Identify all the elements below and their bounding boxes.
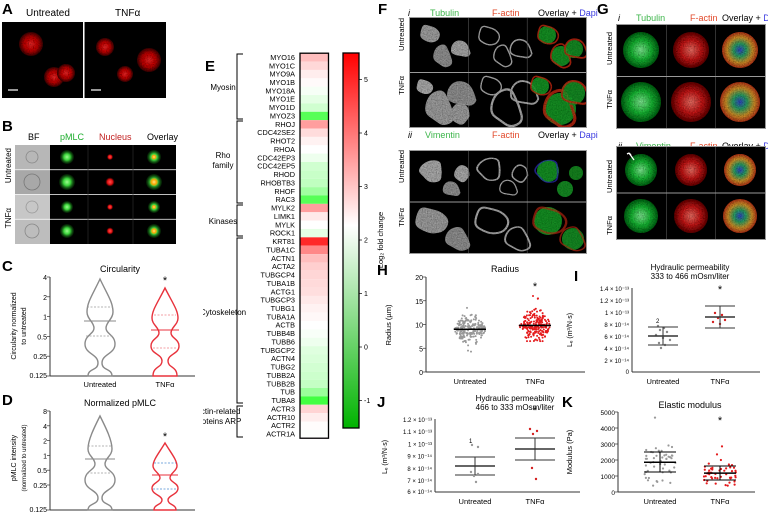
svg-text:0: 0 [626, 370, 630, 376]
svg-text:TNFα: TNFα [526, 377, 546, 386]
svg-text:TNFα: TNFα [156, 380, 176, 389]
svg-text:Circularity: Circularity [100, 264, 141, 274]
svg-text:2: 2 [43, 295, 47, 302]
svg-text:9 × 10⁻¹⁴: 9 × 10⁻¹⁴ [407, 454, 432, 461]
svg-text:5: 5 [364, 77, 368, 84]
svg-text:2: 2 [364, 238, 368, 245]
svg-text:Modulus (Pa): Modulus (Pa) [565, 429, 574, 474]
svg-text:Hydraulic permeability: Hydraulic permeability [651, 263, 730, 272]
svg-text:(normalized to untreated): (normalized to untreated) [22, 424, 28, 491]
svg-text:1: 1 [43, 453, 47, 460]
svg-text:Radius (µm): Radius (µm) [384, 304, 393, 345]
svg-text:6 × 10⁻¹⁴: 6 × 10⁻¹⁴ [604, 334, 629, 341]
svg-text:0.125: 0.125 [29, 373, 47, 380]
svg-text:20: 20 [415, 275, 423, 282]
svg-text:1: 1 [43, 315, 47, 322]
svg-text:Untreated: Untreated [644, 497, 677, 506]
svg-text:-1: -1 [364, 398, 370, 405]
svg-text:1: 1 [364, 291, 368, 298]
svg-text:family: family [213, 161, 234, 170]
svg-text:Circularity normalized: Circularity normalized [11, 292, 18, 359]
svg-text:0.5: 0.5 [37, 334, 47, 341]
svg-text:TNFα: TNFα [711, 377, 731, 386]
svg-text:333 to 466 mOsm/liter: 333 to 466 mOsm/liter [651, 272, 730, 281]
svg-text:1.2 × 10⁻¹³: 1.2 × 10⁻¹³ [600, 299, 629, 305]
svg-text:ACTR1A: ACTR1A [266, 430, 295, 439]
svg-text:*: * [718, 284, 723, 296]
svg-text:2: 2 [43, 439, 47, 446]
svg-text:pMLC intensity: pMLC intensity [11, 434, 18, 481]
svg-text:1.1 × 10⁻¹³: 1.1 × 10⁻¹³ [403, 430, 432, 436]
svg-text:15: 15 [415, 299, 423, 306]
svg-text:Actin-related: Actin-related [203, 407, 240, 416]
svg-text:TNFα: TNFα [526, 497, 546, 506]
svg-text:Radius: Radius [491, 264, 520, 274]
svg-text:7 × 10⁻¹⁴: 7 × 10⁻¹⁴ [407, 478, 432, 485]
svg-text:1.4 × 10⁻¹³: 1.4 × 10⁻¹³ [600, 287, 629, 293]
svg-text:Normalized pMLC: Normalized pMLC [84, 398, 157, 408]
svg-text:0.5: 0.5 [37, 468, 47, 475]
svg-text:5: 5 [419, 346, 423, 353]
svg-text:466 to 333 mOsm/liter: 466 to 333 mOsm/liter [476, 403, 555, 412]
svg-text:Lₑ (m³/N·s): Lₑ (m³/N·s) [382, 440, 389, 474]
svg-text:*: * [163, 431, 168, 443]
svg-text:Elastic modulus: Elastic modulus [658, 400, 722, 410]
svg-text:3000: 3000 [601, 442, 616, 449]
svg-text:0.125: 0.125 [29, 507, 47, 513]
svg-text:2 × 10⁻¹⁴: 2 × 10⁻¹⁴ [604, 358, 629, 365]
svg-text:4: 4 [364, 131, 368, 138]
svg-text:4: 4 [43, 424, 47, 431]
svg-text:1000: 1000 [601, 474, 616, 481]
svg-text:0.25: 0.25 [33, 354, 47, 361]
svg-text:Hydraulic permeability: Hydraulic permeability [476, 394, 555, 403]
svg-text:Untreated: Untreated [459, 497, 492, 506]
svg-text:4: 4 [43, 275, 47, 282]
svg-text:8: 8 [43, 409, 47, 416]
svg-text:0: 0 [419, 370, 423, 377]
svg-text:*: * [163, 275, 168, 287]
svg-text:Untreated: Untreated [454, 377, 487, 386]
svg-text:0: 0 [364, 345, 368, 352]
svg-text:*: * [533, 281, 538, 293]
svg-text:*: * [533, 405, 538, 417]
svg-text:6 × 10⁻¹⁴: 6 × 10⁻¹⁴ [407, 489, 432, 496]
svg-text:TNFα: TNFα [711, 497, 731, 506]
svg-text:4000: 4000 [601, 426, 616, 433]
svg-text:1 × 10⁻¹³: 1 × 10⁻¹³ [605, 311, 629, 317]
svg-text:8 × 10⁻¹⁴: 8 × 10⁻¹⁴ [407, 466, 432, 473]
svg-text:Lₑ (m³/N·s): Lₑ (m³/N·s) [567, 313, 574, 347]
svg-text:Untreated: Untreated [84, 380, 117, 389]
svg-text:0: 0 [611, 490, 615, 497]
svg-text:Kinases: Kinases [209, 217, 237, 226]
svg-text:8 × 10⁻¹⁴: 8 × 10⁻¹⁴ [604, 322, 629, 329]
svg-text:Cytoskeleton: Cytoskeleton [203, 308, 246, 317]
svg-text:Myosin: Myosin [210, 83, 235, 92]
svg-text:Untreated: Untreated [647, 377, 680, 386]
svg-text:10: 10 [415, 323, 423, 330]
svg-text:2: 2 [656, 319, 660, 325]
svg-text:0.25: 0.25 [33, 483, 47, 490]
svg-text:to untreated: to untreated [21, 307, 28, 344]
svg-text:5000: 5000 [601, 410, 616, 417]
svg-text:Rho: Rho [216, 151, 231, 160]
svg-text:1.2 × 10⁻¹³: 1.2 × 10⁻¹³ [403, 418, 432, 424]
svg-text:proteins ARP: proteins ARP [203, 417, 241, 426]
svg-text:4 × 10⁻¹⁴: 4 × 10⁻¹⁴ [604, 346, 629, 353]
svg-text:1 × 10⁻¹³: 1 × 10⁻¹³ [408, 442, 432, 448]
svg-text:2000: 2000 [601, 458, 616, 465]
svg-text:*: * [718, 415, 723, 427]
svg-text:3: 3 [364, 184, 368, 191]
